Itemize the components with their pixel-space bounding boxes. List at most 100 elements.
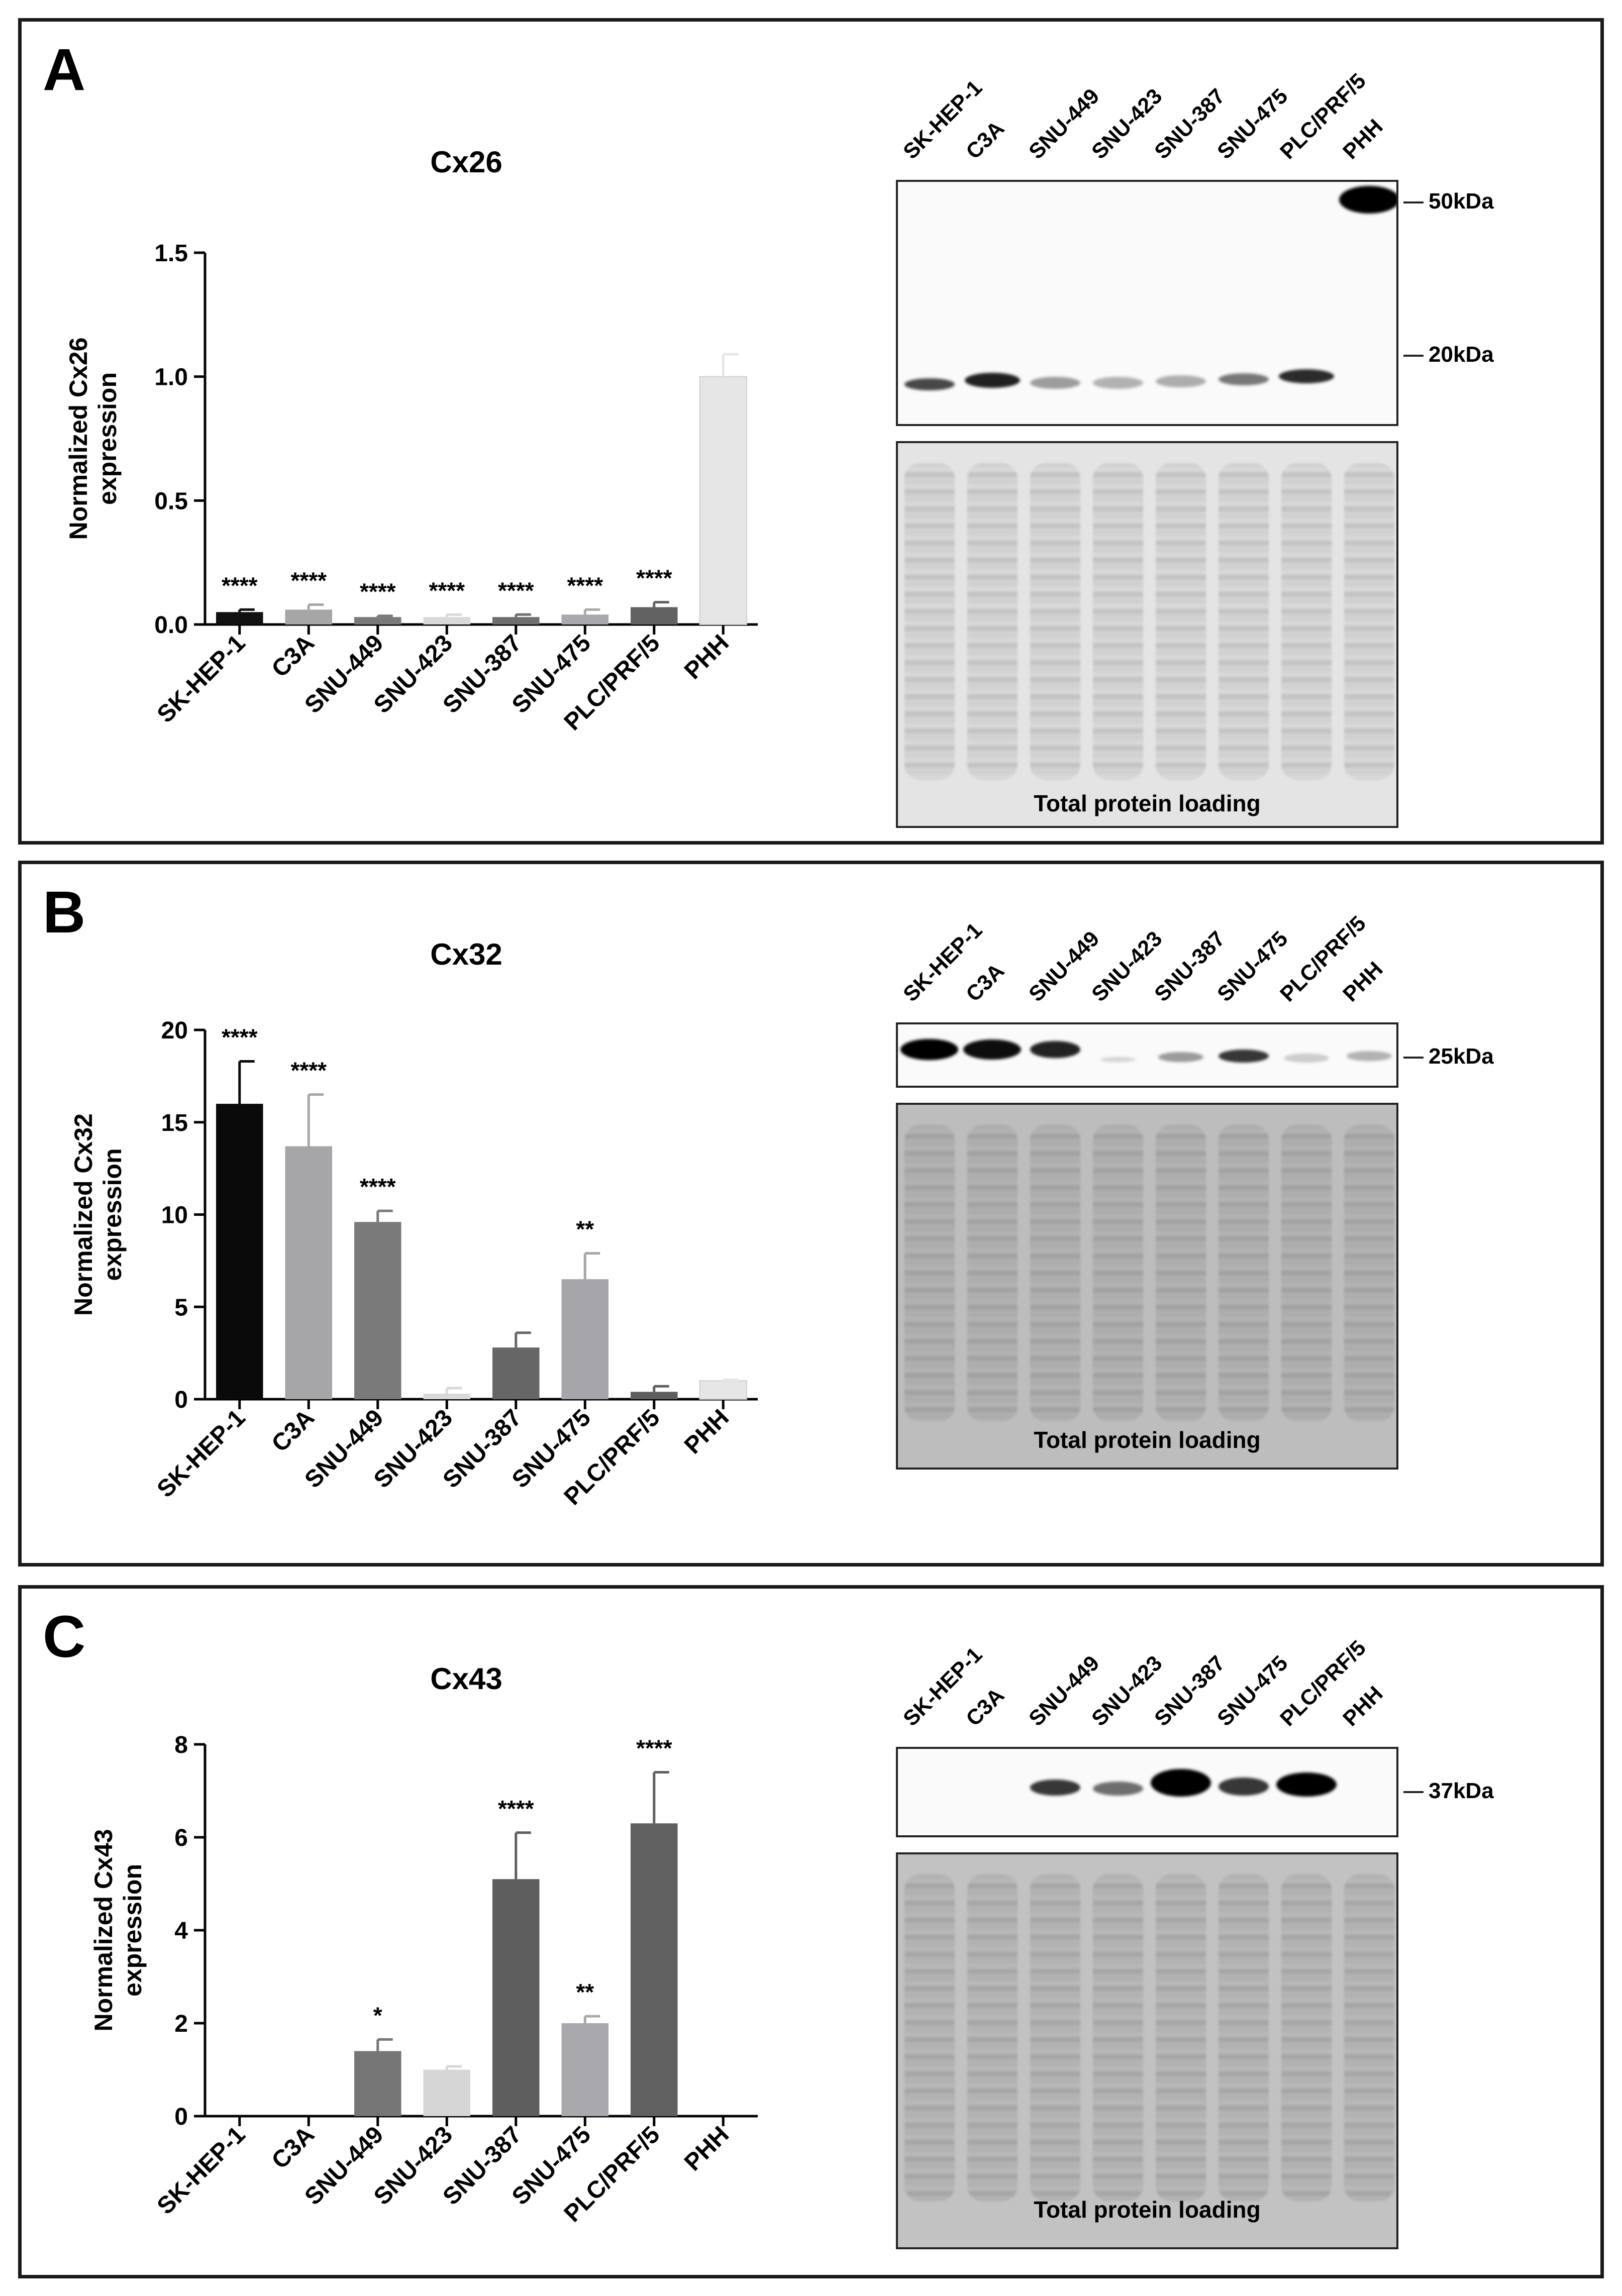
protein-lane-smear bbox=[904, 463, 955, 780]
protein-lane-smear bbox=[1155, 1125, 1206, 1421]
protein-lane-smear bbox=[1281, 1125, 1332, 1421]
protein-lane-smear bbox=[1344, 463, 1394, 780]
y-axis-label: Normalized Cx26expression bbox=[64, 338, 122, 540]
bar-snu-423 bbox=[423, 1393, 470, 1399]
bar-snu-475 bbox=[561, 614, 609, 624]
blot-membrane bbox=[896, 1022, 1398, 1088]
blot-lane-label: C3A bbox=[961, 116, 1009, 164]
protein-band bbox=[1278, 369, 1334, 383]
bar-snu-449 bbox=[354, 617, 401, 624]
x-tick-label: C3A bbox=[267, 630, 320, 682]
bar-sk-hep-1 bbox=[216, 612, 263, 624]
protein-lane-smear bbox=[1281, 1874, 1332, 2201]
protein-lane-smear bbox=[967, 1125, 1018, 1421]
protein-band bbox=[964, 373, 1020, 388]
panel-a: A Cx26 Normalized Cx26expression 0.0 0.5 1.0… bbox=[18, 18, 1604, 845]
bar-chart-cx26: Cx26 Normalized Cx26expression 0.0 0.5 1.0 1.… bbox=[64, 145, 758, 736]
protein-band bbox=[1100, 1057, 1136, 1062]
protein-band bbox=[1339, 185, 1396, 214]
significance-marker: **** bbox=[429, 577, 465, 603]
y-tick-label: 0 bbox=[174, 2104, 188, 2130]
protein-lane-smear bbox=[1030, 1874, 1080, 2201]
molecular-weight-marker: 25kDa bbox=[1429, 1044, 1494, 1069]
protein-band bbox=[1030, 1780, 1080, 1796]
chart-title: Cx43 bbox=[430, 1662, 502, 1696]
y-tick-label: 8 bbox=[174, 1732, 188, 1758]
significance-marker: **** bbox=[360, 579, 396, 605]
protein-band bbox=[1150, 1768, 1211, 1797]
bar-c3a bbox=[285, 609, 332, 624]
protein-lane-smear bbox=[1030, 1125, 1080, 1421]
protein-lane-smear bbox=[1344, 1874, 1394, 2201]
bar-phh bbox=[699, 1380, 747, 1400]
blot-lane-label: PHH bbox=[1338, 957, 1388, 1007]
significance-marker: **** bbox=[222, 1024, 258, 1050]
bar-snu-449 bbox=[354, 2051, 401, 2116]
y-axis-label-line: Normalized Cx32 bbox=[69, 1113, 97, 1316]
significance-marker: **** bbox=[498, 1796, 534, 1822]
x-tick-label: SK-HEP-1 bbox=[152, 1404, 251, 1503]
y-tick-label: 2 bbox=[174, 2011, 188, 2037]
blot-lane-label: C3A bbox=[961, 1683, 1009, 1731]
protein-band bbox=[1276, 1772, 1337, 1797]
significance-marker: **** bbox=[360, 1174, 396, 1200]
y-tick-label: 15 bbox=[161, 1110, 188, 1136]
protein-lane-smear bbox=[1155, 1874, 1206, 2201]
y-tick-label: 1.0 bbox=[154, 364, 188, 391]
bar-snu-423 bbox=[423, 617, 470, 624]
total-protein-membrane: Total protein loading bbox=[896, 441, 1398, 828]
molecular-weight-marker: 50kDa bbox=[1429, 189, 1494, 214]
protein-band bbox=[1218, 373, 1269, 385]
y-tick-label: 4 bbox=[174, 1918, 188, 1944]
significance-marker: **** bbox=[636, 565, 672, 591]
molecular-weight-marker: 37kDa bbox=[1429, 1779, 1494, 1803]
panel-letter: B bbox=[43, 879, 86, 946]
marker-tick bbox=[1403, 355, 1424, 357]
y-axis-label: Normalized Cx43expression bbox=[89, 1829, 147, 2032]
molecular-weight-marker: 20kDa bbox=[1429, 342, 1494, 367]
y-axis-label-line: expression bbox=[119, 1864, 147, 1997]
x-tick-label: SK-HEP-1 bbox=[152, 630, 251, 728]
protein-lane-smear bbox=[1092, 1874, 1143, 2201]
bar-snu-475 bbox=[561, 2023, 609, 2116]
chart-title: Cx32 bbox=[430, 937, 502, 971]
bar-c3a bbox=[285, 1146, 332, 1399]
western-blot: SK-HEP-1 C3A SNU-449 SNU-423 SNU-387 SNU-475 P… bbox=[896, 894, 1599, 1557]
bar-phh bbox=[699, 376, 747, 625]
total-protein-loading-label: Total protein loading bbox=[1034, 790, 1261, 816]
panel-b: B Cx32 Normalized Cx32expression 0 5 10 15 20 *… bbox=[18, 861, 1604, 1567]
protein-band bbox=[1218, 1050, 1269, 1063]
bar-sk-hep-1 bbox=[216, 1104, 263, 1399]
protein-band bbox=[1092, 1782, 1143, 1796]
significance-marker: **** bbox=[636, 1735, 672, 1761]
x-tick-label: C3A bbox=[267, 1404, 320, 1457]
bar-snu-387 bbox=[492, 1347, 540, 1399]
total-protein-membrane: Total protein loading bbox=[896, 1103, 1398, 1470]
protein-lane-smear bbox=[1092, 463, 1143, 780]
y-tick-label: 20 bbox=[161, 1017, 188, 1044]
protein-lane-smear bbox=[1281, 463, 1332, 780]
western-blot: SK-HEP-1 C3A SNU-449 SNU-423 SNU-387 SNU-475 P… bbox=[896, 1619, 1599, 2272]
bar-chart-cx43: Cx43 Normalized Cx43expression 0 2 4 6 8 SK-HEP… bbox=[89, 1662, 758, 2227]
protein-band bbox=[1158, 1052, 1203, 1062]
bar-snu-423 bbox=[423, 2069, 470, 2116]
bar-snu-475 bbox=[561, 1279, 609, 1399]
protein-band bbox=[1155, 375, 1206, 387]
y-tick-label: 0.0 bbox=[154, 612, 188, 639]
blot-lane-label: C3A bbox=[961, 959, 1009, 1007]
panel-letter: C bbox=[43, 1604, 86, 1670]
marker-tick bbox=[1403, 1057, 1424, 1059]
western-blot: SK-HEP-1 C3A SNU-449 SNU-423 SNU-387 SNU-475 P… bbox=[896, 52, 1599, 836]
significance-marker: **** bbox=[290, 1058, 327, 1084]
y-axis-label-line: Normalized Cx26 bbox=[64, 338, 92, 540]
protein-band bbox=[1030, 377, 1080, 389]
blot-membrane bbox=[896, 1747, 1398, 1837]
protein-lane-smear bbox=[967, 463, 1018, 780]
bar-snu-449 bbox=[354, 1222, 401, 1399]
protein-lane-smear bbox=[1218, 463, 1269, 780]
y-axis-label-line: expression bbox=[98, 1148, 127, 1281]
y-tick-label: 10 bbox=[161, 1202, 188, 1229]
x-tick-label: SK-HEP-1 bbox=[152, 2121, 251, 2220]
significance-marker: **** bbox=[567, 572, 603, 598]
